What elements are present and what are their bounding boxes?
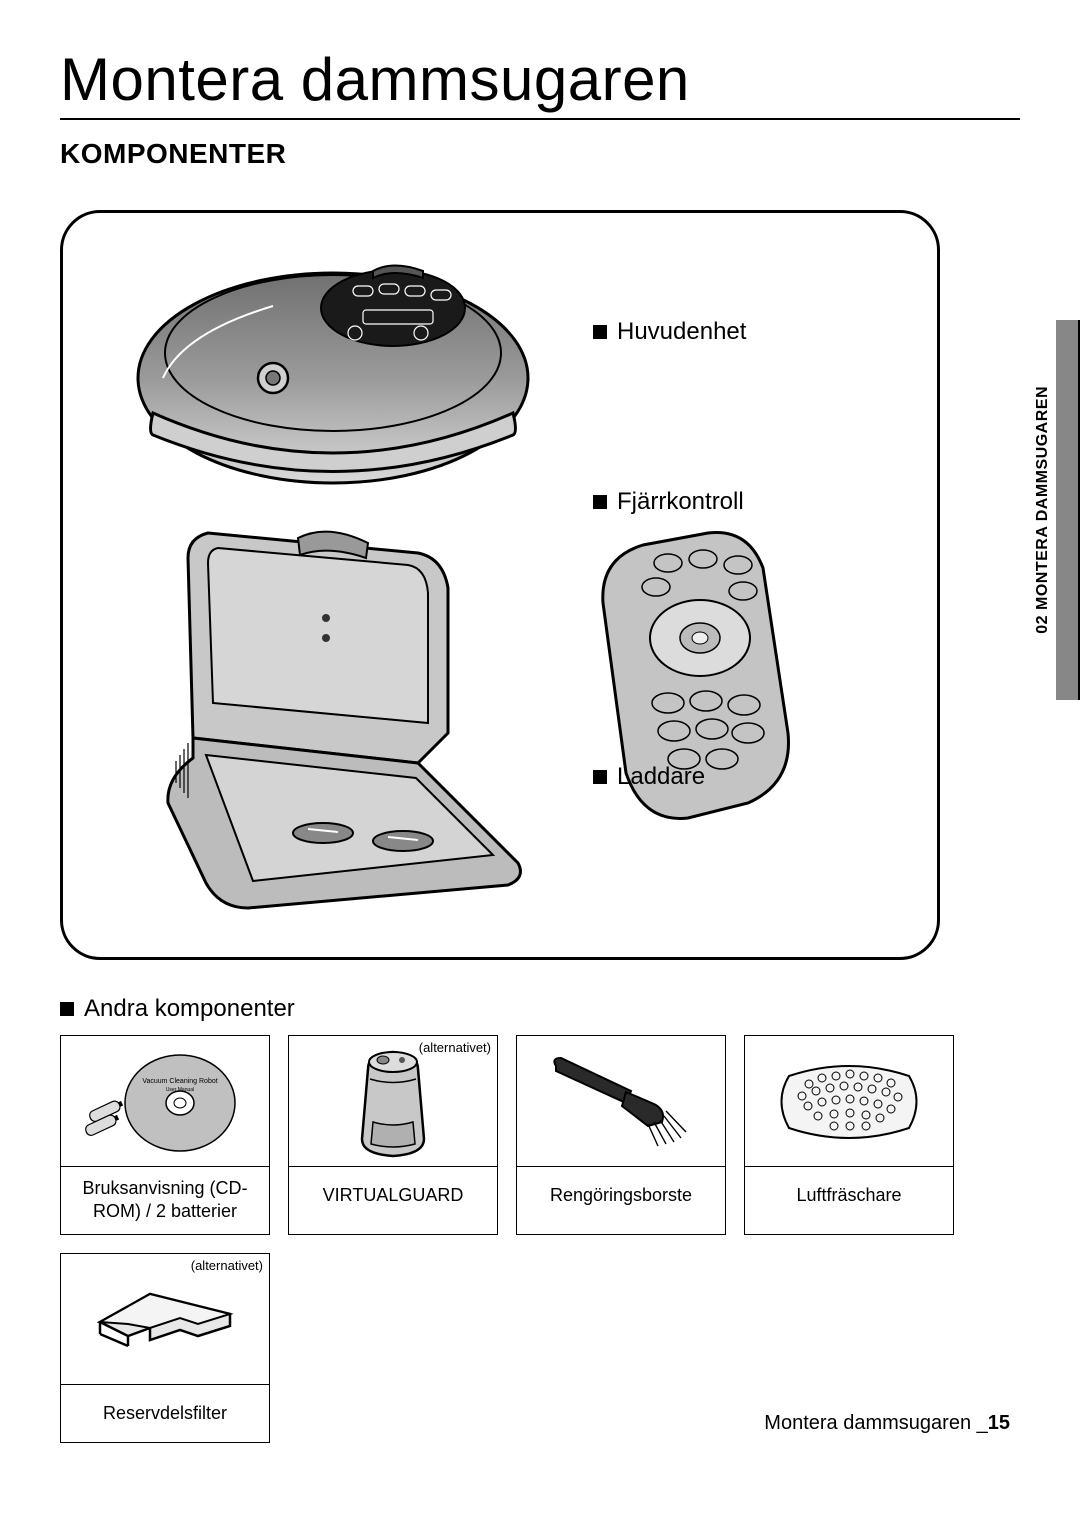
label-charger: Laddare [593,763,705,791]
component-caption: Rengöringsborste [517,1166,725,1224]
cd-icon: Vacuum Cleaning Robot User Manual [70,1041,260,1161]
component-card-virtualguard: (alternativet) VIRTUALGUARD [288,1035,498,1235]
freshener-icon [764,1046,934,1156]
component-card-freshener: Luftfräschare [744,1035,954,1235]
component-card-filter: (alternativet) Reservdelsfilter [60,1253,270,1443]
other-components-grid: Vacuum Cleaning Robot User Manual Bruksa… [60,1035,960,1443]
label-main-unit: Huvudenhet [593,318,746,346]
section-side-tab: 02 MONTERA DAMMSUGAREN [1042,320,1080,700]
svg-text:Vacuum Cleaning Robot: Vacuum Cleaning Robot [142,1078,217,1085]
svg-text:User Manual: User Manual [166,1087,194,1093]
component-card-brush: Rengöringsborste [516,1035,726,1235]
charger-illustration [158,503,538,923]
components-main-figure: Huvudenhet Fjärrkontroll Laddare [60,210,940,960]
optional-tag: (alternativet) [191,1258,263,1273]
label-remote: Fjärrkontroll [593,488,744,516]
main-unit-illustration [123,238,553,508]
filter-icon [80,1264,250,1374]
optional-tag: (alternativet) [419,1040,491,1055]
component-caption: Reservdelsfilter [61,1384,269,1442]
component-caption: Bruksanvisning (CD-ROM) / 2 batterier [61,1166,269,1234]
other-components-heading: Andra komponenter [60,995,1020,1023]
component-card-cd: Vacuum Cleaning Robot User Manual Bruksa… [60,1035,270,1235]
component-caption: VIRTUALGUARD [289,1166,497,1224]
page-title: Montera dammsugaren [60,45,1020,114]
page-footer: Montera dammsugaren _15 [764,1412,1010,1435]
title-rule [60,118,1020,120]
section-heading: KOMPONENTER [60,138,1020,170]
virtualguard-icon [338,1044,448,1159]
brush-icon [536,1046,706,1156]
side-tab-text: 02 MONTERA DAMMSUGAREN [1034,386,1052,634]
component-caption: Luftfräschare [745,1166,953,1224]
